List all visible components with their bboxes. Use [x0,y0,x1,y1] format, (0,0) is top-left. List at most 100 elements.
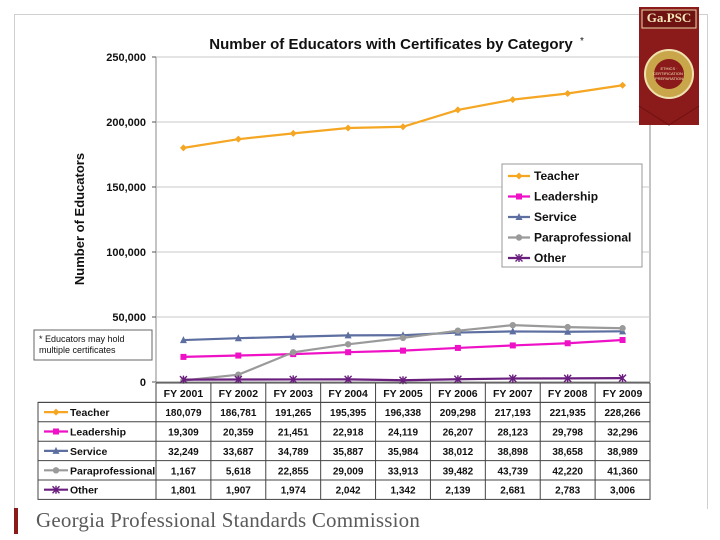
data-point-teacher [454,106,462,114]
data-label: 196,338 [385,408,422,419]
data-point-service [509,327,517,335]
data-label: 24,119 [388,428,418,439]
data-point-teacher [619,81,627,89]
data-point-other [508,374,517,383]
data-point-other [179,375,188,384]
table-row-label: Service [70,446,108,458]
data-point-paraprofessional [619,325,626,332]
x-tick-label: FY 2008 [548,388,588,400]
data-label: 41,360 [607,466,638,477]
data-point-service [344,331,352,339]
x-tick-label: FY 2007 [493,388,533,400]
data-label: 33,687 [223,447,254,458]
data-label: 32,296 [607,428,638,439]
series-other [179,374,627,385]
data-label: 1,801 [171,486,196,497]
data-label: 1,974 [281,486,306,497]
data-label: 209,298 [440,408,477,419]
legend-label: Paraprofessional [534,231,631,245]
data-label: 29,798 [552,428,583,439]
data-point-teacher [179,144,187,152]
data-label: 43,739 [497,466,528,477]
data-point-teacher [344,124,352,132]
x-tick-label: FY 2006 [438,388,478,400]
data-point-other [344,375,353,384]
data-point-leadership [619,337,626,344]
table-row-label: Other [70,485,98,497]
footer-accent [14,508,18,534]
data-label: 29,009 [333,466,364,477]
data-point-paraprofessional [344,341,352,348]
x-tick-label: FY 2001 [164,388,204,400]
data-label: 5,618 [226,466,251,477]
data-point-other [515,254,523,262]
data-point-other [618,374,627,383]
legend-label: Service [534,210,577,224]
series-teacher [179,81,627,152]
data-point-other [563,374,572,383]
data-point-teacher [52,408,60,416]
data-point-leadership [345,349,352,356]
data-label: 39,482 [443,466,474,477]
data-label: 22,855 [278,466,309,477]
data-point-teacher [289,129,297,137]
data-point-other [234,375,243,384]
data-label: 42,220 [552,466,583,477]
data-label: 1,342 [390,486,415,497]
data-label: 2,783 [555,486,580,497]
table-row: Service 32,249 33,687 34,789 35,887 35,984 38,… [44,446,638,458]
data-point-leadership [509,342,516,349]
table-row-label: Paraprofessional [70,465,155,477]
legend-item-paraprofessional: Paraprofessional [508,231,631,245]
y-tick-label: 100,000 [106,247,146,259]
x-tick-label: FY 2004 [328,388,368,400]
data-label: 38,658 [552,447,583,458]
data-point-leadership [400,347,406,354]
y-tick-label: 250,000 [106,52,146,64]
data-point-service [564,327,572,335]
data-point-other [289,375,298,384]
legend-item-teacher: Teacher [508,169,579,183]
data-point-leadership [564,340,571,347]
footnote-box [33,329,153,361]
data-label: 180,079 [165,408,202,419]
chart-title: Number of Educators with Certificates by… [209,36,573,53]
footnote-line: multiple certificates [39,345,116,355]
footer-organization: Georgia Professional Standards Commissio… [36,508,421,532]
logo-seal-center [654,59,684,89]
table-row-label: Teacher [70,407,110,419]
data-point-teacher [399,123,407,131]
logo-banner [641,9,697,29]
x-tick-label: FY 2003 [273,388,313,400]
logo-point [638,105,700,126]
table-row: Leadership 19,309 20,359 21,451 22,918 24,119… [44,427,638,439]
table-row: Paraprofessional 1,167 5,618 22,855 29,009 33… [44,465,638,477]
data-label: 38,898 [497,447,528,458]
data-point-service [289,332,297,340]
chart-title-mark: * [580,36,584,47]
data-point-paraprofessional [290,349,297,356]
data-point-paraprofessional [509,321,516,329]
data-point-leadership [454,344,461,351]
y-tick-label: 150,000 [106,182,146,194]
data-point-teacher [234,135,242,143]
logo-seal-text: ETHICS · CERTIFICATION · PREPARATION [652,66,686,81]
data-label: 195,395 [330,408,367,419]
data-point-other [52,485,60,494]
legend-label: Teacher [534,169,579,183]
legend-label: Other [534,251,566,265]
data-label: 26,207 [443,428,474,439]
data-point-paraprofessional [515,234,523,241]
data-label: 217,193 [495,408,532,419]
data-label: 221,935 [550,408,587,419]
data-point-other [453,375,462,384]
data-label: 19,309 [168,428,199,439]
data-label: 33,913 [388,466,419,477]
data-point-leadership [516,193,522,200]
data-point-paraprofessional [399,334,407,342]
data-point-teacher [509,96,517,104]
data-label: 3,006 [610,486,635,497]
data-label: 38,012 [443,447,474,458]
